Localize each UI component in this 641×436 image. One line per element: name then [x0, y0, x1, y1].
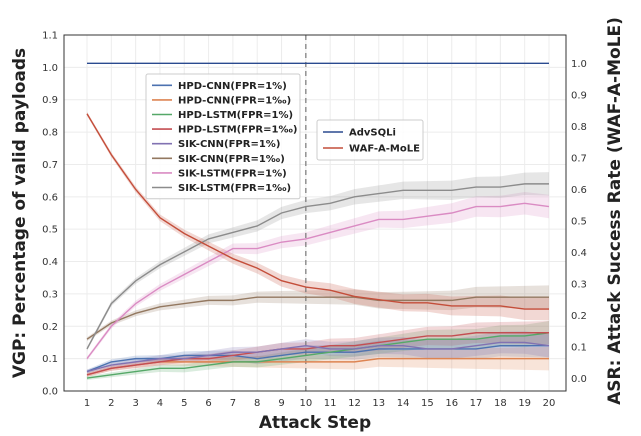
- left-y-tick-label: 0.6: [42, 192, 58, 203]
- left-y-tick-label: 0.1: [42, 354, 58, 365]
- left-y-tick-label: 0.5: [42, 225, 58, 236]
- left-y-tick-label: 0.9: [42, 95, 58, 106]
- x-tick-label: 19: [518, 398, 531, 409]
- series-line: [86, 113, 549, 310]
- right-y-tick-label: 0.2: [571, 311, 587, 322]
- x-tick-label: 14: [397, 398, 410, 409]
- left-y-tick-label: 0.2: [42, 322, 58, 333]
- x-axis-label: Attack Step: [259, 413, 371, 433]
- series-line: [86, 296, 549, 340]
- right-y-tick-label: 0.7: [571, 153, 587, 164]
- x-tick-label: 18: [494, 398, 507, 409]
- series-line: [86, 202, 550, 360]
- legend-label: SIK-CNN(FPR=1%): [178, 139, 280, 150]
- x-tick-label: 15: [421, 398, 434, 409]
- left-y-tick-label: 0.7: [42, 160, 58, 171]
- right-y-tick-label: 0.1: [571, 342, 587, 353]
- legend-label: AdvSQLi: [349, 128, 396, 139]
- right-y-tick-label: 0.5: [571, 216, 587, 227]
- series-line: [86, 341, 550, 373]
- left-y-tick-label: 0.8: [42, 128, 58, 139]
- legend-label: SIK-LSTM(FPR=1‰): [178, 183, 291, 194]
- legend-box: [145, 73, 301, 200]
- legend-label: HPD-LSTM(FPR=1‰): [178, 125, 297, 136]
- legend-label: WAF-A-MoLE: [349, 144, 420, 155]
- legend-label: HPD-LSTM(FPR=1%): [178, 110, 293, 121]
- confidence-band: [87, 172, 549, 351]
- x-tick-label: 11: [324, 398, 337, 409]
- plot-frame: [63, 34, 567, 392]
- confidence-band: [87, 285, 549, 342]
- x-tick-label: 20: [543, 398, 556, 409]
- legend-right: AdvSQLi WAF-A-MoLE: [316, 119, 424, 161]
- series-line: [86, 183, 549, 350]
- right-y-axis-label: ASR: Attack Success Rate (WAF-A-MoLE): [605, 17, 625, 405]
- legend-left: HPD-CNN(FPR=1%) HPD-CNN(FPR=1‰) HPD-LSTM(F…: [145, 73, 301, 200]
- x-tick-label: 1: [84, 398, 90, 409]
- right-y-tick-label: 0.4: [571, 248, 587, 259]
- legend-label: SIK-LSTM(FPR=1%): [178, 168, 287, 179]
- series-line: [86, 332, 550, 379]
- legend-box: [316, 119, 424, 161]
- x-tick-label: 13: [372, 398, 385, 409]
- x-tick-label: 8: [254, 398, 260, 409]
- left-y-tick-label: 1.1: [42, 31, 58, 42]
- left-y-axis-label: VGP: Percentage of valid payloads: [10, 48, 30, 378]
- x-tick-label: 7: [230, 398, 236, 409]
- x-tick-label: 4: [157, 398, 163, 409]
- confidence-band: [87, 320, 549, 377]
- right-y-tick-label: 0.8: [571, 122, 587, 133]
- x-tick-label: 2: [108, 398, 114, 409]
- left-y-tick-label: 1.0: [42, 63, 58, 74]
- right-y-tick-label: 0.9: [571, 90, 587, 101]
- x-tick-label: 16: [445, 398, 458, 409]
- x-tick-label: 6: [205, 398, 211, 409]
- right-y-tick-label: 0.3: [571, 279, 587, 290]
- x-tick-label: 12: [348, 398, 361, 409]
- x-tick-label: 5: [181, 398, 187, 409]
- left-y-tick-label: 0.4: [42, 257, 58, 268]
- axis-ticks: 1 2 3 4 5 6 7 8 9 10 11 12 13 14 15 16 17 18 19 200.00.10.2…: [42, 31, 587, 410]
- legend-label: HPD-CNN(FPR=1‰): [178, 95, 291, 106]
- x-tick-label: 17: [470, 398, 483, 409]
- right-y-tick-label: 1.0: [571, 59, 587, 70]
- x-tick-label: 10: [299, 398, 312, 409]
- left-y-tick-label: 0.0: [42, 387, 58, 398]
- x-tick-label: 9: [278, 398, 284, 409]
- left-y-tick-label: 0.3: [42, 289, 58, 300]
- legend-label: HPD-CNN(FPR=1%): [178, 81, 287, 92]
- x-tick-label: 3: [132, 398, 138, 409]
- right-y-tick-label: 0.6: [571, 185, 587, 196]
- series-lines: [86, 62, 550, 379]
- right-y-tick-label: 0.0: [571, 374, 587, 385]
- confidence-band: [87, 111, 549, 321]
- legend-label: SIK-CNN(FPR=1‰): [178, 154, 285, 165]
